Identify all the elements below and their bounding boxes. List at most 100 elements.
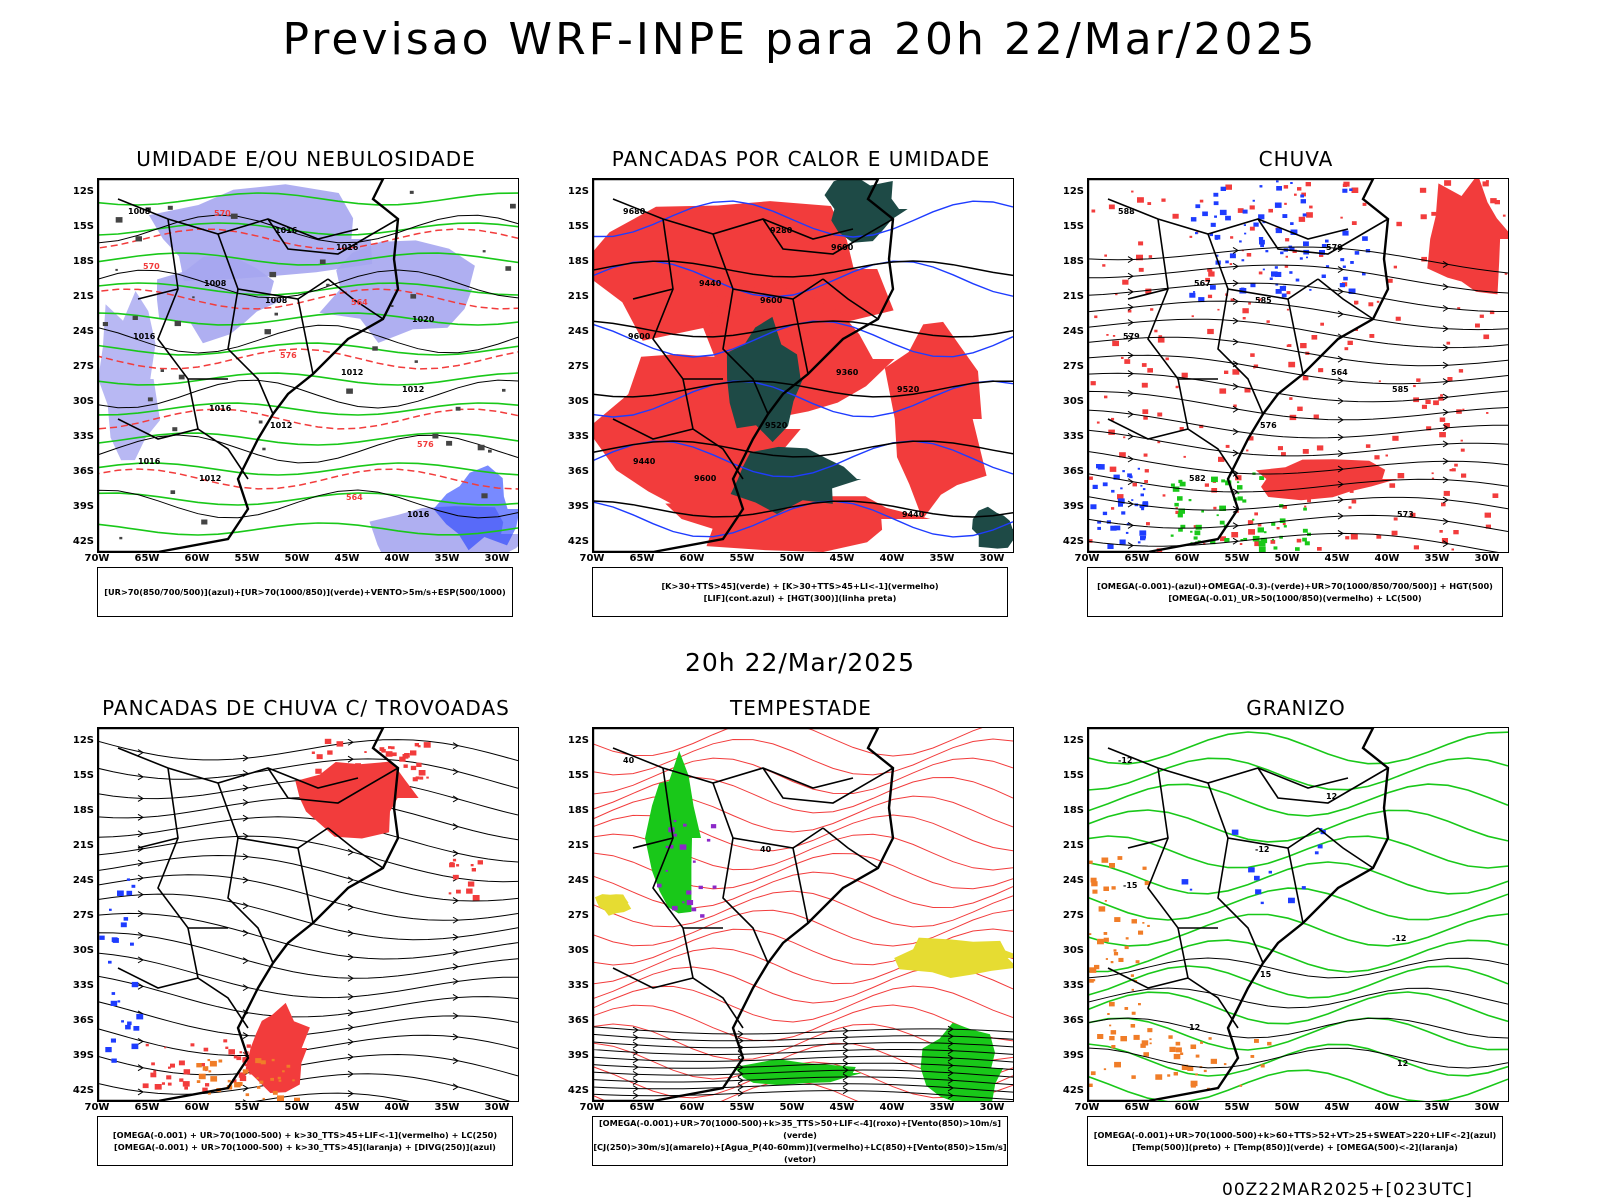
omega-500-area bbox=[1180, 1052, 1184, 1055]
wind-vector bbox=[455, 406, 461, 411]
longitude-label: 30W bbox=[484, 553, 510, 564]
flow-arrow bbox=[452, 948, 459, 956]
flow-arrow bbox=[632, 1056, 639, 1064]
longitude-label: 65W bbox=[629, 1102, 655, 1113]
thunderstorm-area bbox=[205, 1083, 210, 1087]
latitude-label: 42S bbox=[1062, 536, 1084, 547]
latitude-label: 27S bbox=[567, 910, 589, 921]
flow-arrow bbox=[347, 974, 354, 982]
height-300-line bbox=[593, 500, 1013, 518]
rain-area bbox=[1175, 510, 1180, 514]
streamline-250 bbox=[98, 1092, 409, 1101]
streamline-500 bbox=[1088, 473, 1508, 493]
longitude-label: 55W bbox=[729, 1102, 755, 1113]
convective-risk-area bbox=[198, 1073, 206, 1080]
omega-500-area bbox=[1097, 938, 1104, 945]
rain-area bbox=[1420, 214, 1427, 220]
flow-arrow bbox=[137, 813, 144, 821]
wind-vector-850 bbox=[593, 1069, 1013, 1078]
longitude-label: 65W bbox=[134, 1102, 160, 1113]
divergence-area bbox=[110, 1038, 116, 1043]
flow-arrow bbox=[137, 910, 144, 918]
rain-area bbox=[1088, 476, 1093, 480]
omega-area bbox=[1119, 539, 1126, 545]
rain-area bbox=[1162, 494, 1166, 497]
state-border bbox=[822, 827, 879, 869]
rain-area bbox=[1369, 334, 1375, 338]
wind-vector bbox=[167, 205, 173, 210]
rain-area bbox=[1351, 221, 1357, 225]
rain-area bbox=[1109, 466, 1117, 472]
omega-500-area bbox=[1210, 1058, 1217, 1064]
omega-500-area bbox=[1092, 979, 1096, 982]
thunderstorm-area bbox=[164, 1046, 167, 1049]
precipitable-water-contour bbox=[593, 871, 1013, 909]
thunderstorm-area bbox=[153, 1070, 157, 1073]
rain-area bbox=[1441, 502, 1446, 507]
precipitable-water-contour bbox=[593, 757, 1013, 795]
flow-arrow bbox=[1127, 351, 1134, 359]
thunderstorm-area bbox=[166, 1075, 172, 1080]
divergence-area bbox=[126, 890, 133, 896]
thunderstorm-area bbox=[414, 743, 419, 747]
convective-risk-area bbox=[242, 1069, 249, 1074]
rain-area bbox=[1486, 412, 1489, 414]
omega-area bbox=[1225, 260, 1229, 264]
latitude-label: 36S bbox=[567, 466, 589, 477]
divergence-area bbox=[121, 1020, 124, 1023]
temp-850-contour bbox=[1088, 1043, 1508, 1077]
weather-map-6[interactable]: -12 -12 -12 12 12 -15 15 12 bbox=[1087, 727, 1509, 1102]
rain-area bbox=[1106, 334, 1109, 336]
rain-area bbox=[1287, 344, 1292, 347]
wind-vector-850 bbox=[593, 1090, 1013, 1101]
rain-area bbox=[1502, 214, 1506, 217]
wind-vector-850 bbox=[593, 1076, 1013, 1086]
rain-area bbox=[1318, 368, 1324, 373]
wind-vector bbox=[147, 397, 153, 402]
temp-850-contour bbox=[1088, 1069, 1508, 1101]
weather-map-1[interactable]: 1008 1008 1012 1012 1016 1016 1012 1016 1008 1012… bbox=[97, 178, 519, 553]
rain-area bbox=[1154, 329, 1158, 333]
heavy-rain-area bbox=[1237, 485, 1243, 490]
longitude-label: 45W bbox=[334, 553, 360, 564]
heavy-rain-area bbox=[1273, 546, 1278, 550]
flow-arrow bbox=[1232, 247, 1239, 254]
contour-label: 582 bbox=[1189, 474, 1206, 483]
weather-map-4[interactable] bbox=[97, 727, 519, 1102]
rain-area bbox=[1285, 255, 1288, 258]
latitude-label: 39S bbox=[567, 1050, 589, 1061]
omega-500-area bbox=[1109, 1036, 1115, 1041]
latitude-label: 27S bbox=[72, 910, 94, 921]
latitude-label: 24S bbox=[567, 326, 589, 337]
rain-area bbox=[1313, 414, 1319, 419]
state-border bbox=[632, 837, 674, 849]
rain-area bbox=[1302, 375, 1309, 381]
wind-vector bbox=[488, 449, 492, 453]
rain-area bbox=[1224, 370, 1229, 374]
latitude-label: 18S bbox=[1062, 805, 1084, 816]
omega-area bbox=[1289, 247, 1295, 251]
omega-area bbox=[1092, 484, 1098, 489]
rain-area bbox=[1213, 506, 1217, 510]
weather-map-2[interactable]: 9680 9600 9520 9600 9600 9600 9520 9440 9440 9360… bbox=[592, 178, 1014, 553]
humidity-contour bbox=[98, 402, 518, 416]
rain-area bbox=[1425, 399, 1431, 404]
omega-500-area bbox=[1208, 1037, 1212, 1040]
weather-map-3[interactable]: 588 585 585 582 579 579 576 573 567 564 bbox=[1087, 178, 1509, 553]
flow-arrow bbox=[1442, 457, 1449, 465]
flow-arrow bbox=[452, 849, 459, 857]
latitude-label: 18S bbox=[72, 805, 94, 816]
divergence-area bbox=[131, 1043, 139, 1050]
omega-500-area bbox=[1260, 1064, 1265, 1068]
convective-risk-area bbox=[259, 1080, 264, 1084]
jet-stream-area bbox=[594, 894, 632, 916]
severe-storm-area bbox=[706, 838, 711, 842]
flow-arrow bbox=[947, 1062, 954, 1069]
latitude-label: 33S bbox=[567, 431, 589, 442]
wind-vector bbox=[510, 203, 516, 209]
rain-area bbox=[1253, 364, 1259, 368]
legend-line: [OMEGA(-0.001)+UR>70(1000-500)+k>60+TTS>… bbox=[1093, 1130, 1497, 1140]
weather-map-5[interactable]: 40 40 bbox=[592, 727, 1014, 1102]
latitude-label: 21S bbox=[1062, 840, 1084, 851]
latitude-label: 36S bbox=[1062, 1015, 1084, 1026]
